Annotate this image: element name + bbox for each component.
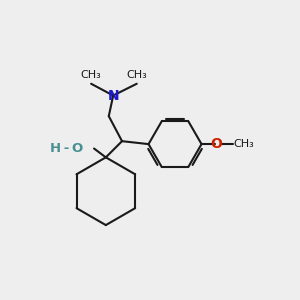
Text: H - O: H - O xyxy=(50,142,84,155)
Text: N: N xyxy=(107,88,119,103)
Text: CH₃: CH₃ xyxy=(233,139,254,149)
Text: CH₃: CH₃ xyxy=(126,70,147,80)
Text: O: O xyxy=(210,137,222,151)
Text: CH₃: CH₃ xyxy=(81,70,101,80)
